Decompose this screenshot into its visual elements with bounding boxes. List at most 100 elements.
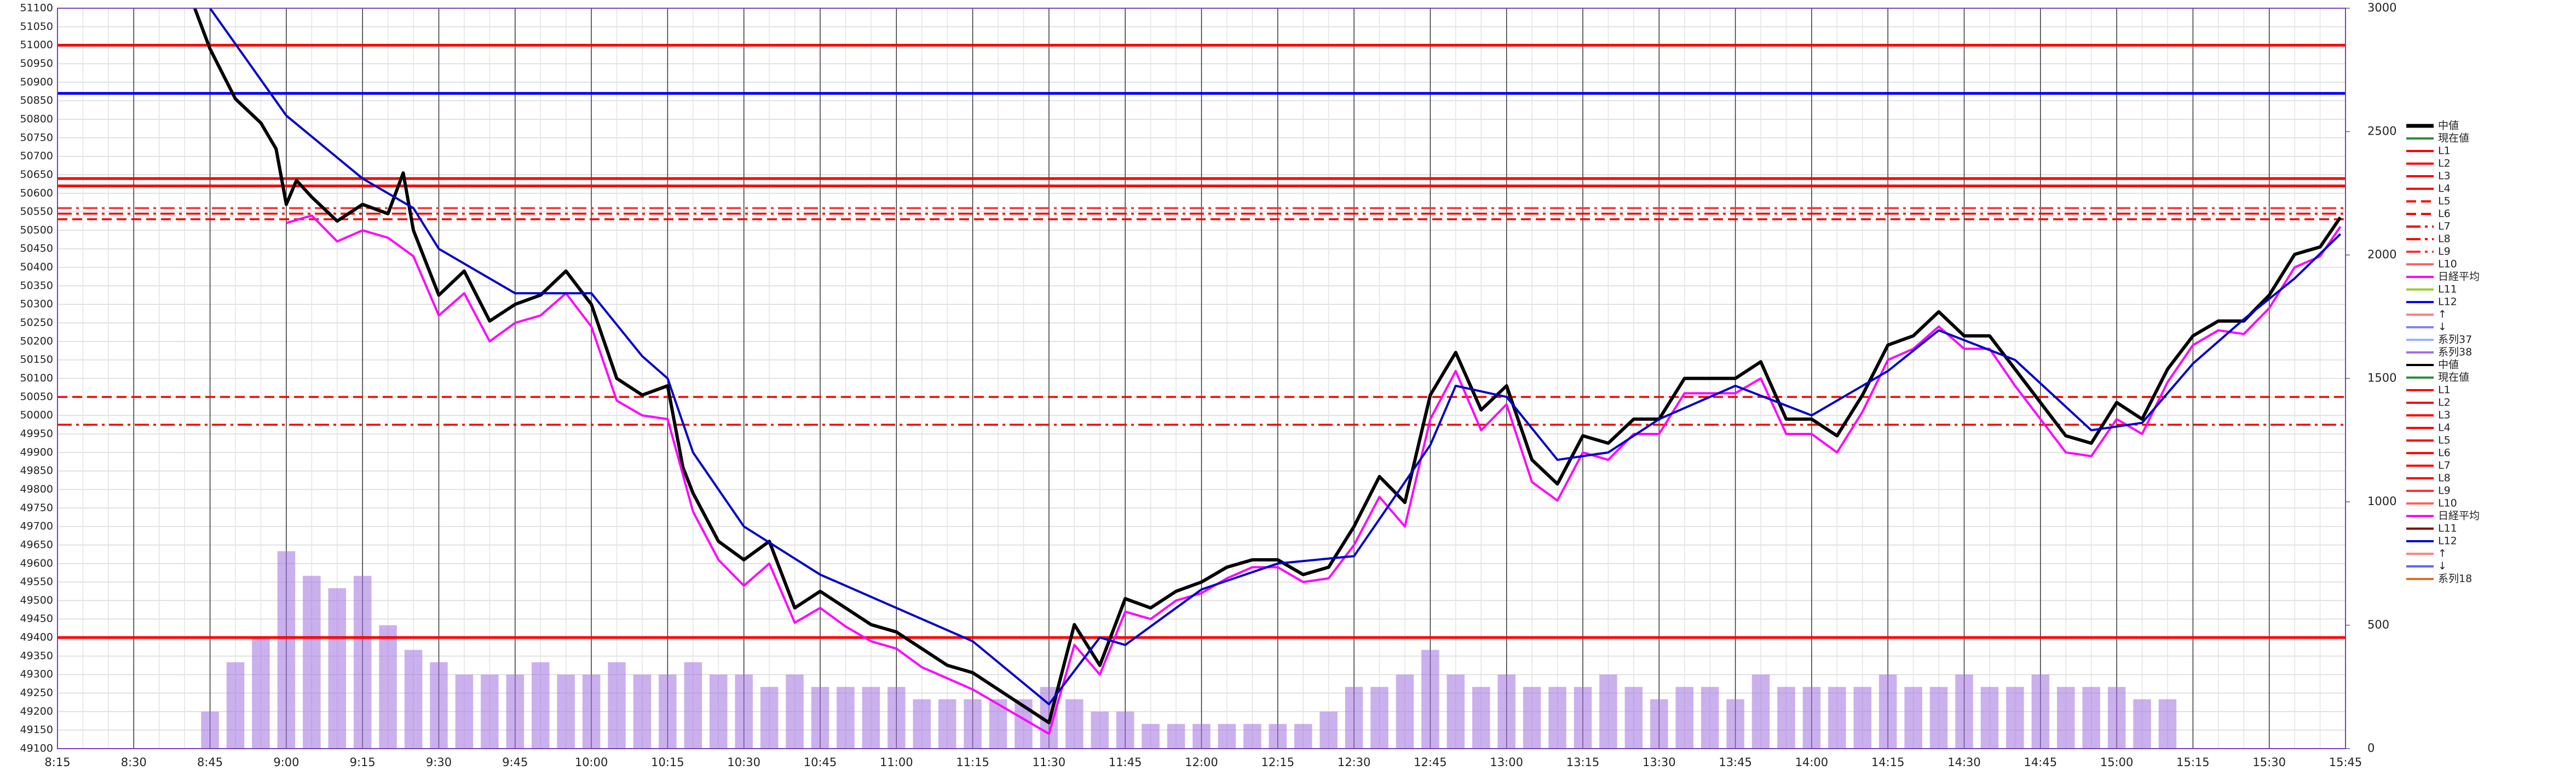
legend-label: L11 — [2438, 283, 2457, 296]
x-tick-label: 8:45 — [197, 756, 223, 769]
y2-tick-label: 500 — [2367, 618, 2389, 632]
volume-bar — [633, 674, 652, 749]
legend-label: ↓ — [2438, 560, 2447, 572]
series-line — [209, 7, 2342, 705]
volume-bar — [913, 699, 931, 749]
volume-bar — [2082, 687, 2100, 749]
volume-bar — [226, 662, 245, 749]
volume-bar — [1777, 687, 1795, 749]
legend-label: L2 — [2438, 397, 2451, 409]
volume-bar — [1269, 723, 1287, 749]
volume-bar — [1878, 674, 1897, 749]
volume-bar — [1243, 723, 1261, 749]
y-tick-label: 50400 — [20, 261, 53, 273]
volume-bar — [531, 662, 550, 749]
volume-bar — [2056, 687, 2075, 749]
volume-bar — [1701, 687, 1719, 749]
volume-bar — [1065, 699, 1084, 749]
volume-bar — [837, 687, 855, 749]
x-tick-label: 11:00 — [880, 756, 913, 769]
legend-label: L4 — [2438, 422, 2451, 434]
legend-label: 中値 — [2438, 359, 2459, 371]
volume-bar — [1574, 687, 1592, 749]
x-tick-label: 9:30 — [426, 756, 452, 769]
volume-bar — [1421, 650, 1439, 749]
legend: 中値現在値L1L2L3L4L5L6L7L8L9L10日経平均L11L12↑↓系列… — [2406, 120, 2480, 585]
volume-bar — [252, 638, 270, 749]
legend-label: L11 — [2438, 523, 2457, 535]
y-tick-label: 50650 — [20, 169, 53, 181]
y-tick-label: 50550 — [20, 206, 53, 218]
axes: 49100 49150 49200 49250 49300 49350 49400 49450… — [20, 1, 2397, 769]
y-tick-label: 49800 — [20, 483, 53, 495]
volume-bar — [1929, 687, 1948, 749]
x-tick-label: 9:00 — [273, 756, 299, 769]
volume-bar — [1853, 687, 1872, 749]
volume-bar — [1319, 711, 1338, 749]
volume-bar — [1497, 674, 1515, 749]
legend-label: ↑ — [2438, 548, 2447, 560]
volume-bar — [1472, 687, 1490, 749]
y-tick-label: 49950 — [20, 427, 53, 439]
legend-label: ↑ — [2438, 309, 2447, 321]
x-tick-label: 13:00 — [1490, 756, 1523, 769]
legend-label: ↓ — [2438, 321, 2447, 333]
legend-label: L10 — [2438, 497, 2457, 509]
legend-label: L1 — [2438, 145, 2451, 157]
x-tick-label: 12:45 — [1414, 756, 1447, 769]
y-tick-label: 49900 — [20, 446, 53, 458]
volume-bar — [1751, 674, 1770, 749]
volume-bar — [2031, 674, 2050, 749]
x-tick-label: 15:00 — [2100, 756, 2134, 769]
marks — [57, 7, 2346, 749]
volume-bar — [1726, 699, 1744, 749]
y-tick-label: 49350 — [20, 650, 53, 662]
legend-label: 現在値 — [2438, 132, 2469, 144]
volume-bar — [2133, 699, 2151, 749]
x-tick-label: 11:45 — [1109, 756, 1142, 769]
x-tick-label: 9:45 — [502, 756, 528, 769]
x-tick-label: 10:30 — [727, 756, 760, 769]
y-tick-label: 49750 — [20, 502, 53, 514]
legend-label: 中値 — [2438, 120, 2459, 132]
plot-frame — [57, 8, 2346, 749]
volume-bar — [735, 674, 753, 749]
x-tick-label: 15:45 — [2329, 756, 2362, 769]
y-tick-label: 50900 — [20, 76, 53, 88]
y-tick-label: 50100 — [20, 372, 53, 384]
y-tick-label: 50700 — [20, 150, 53, 162]
y-tick-label: 49150 — [20, 724, 53, 736]
legend-label: L6 — [2438, 208, 2451, 220]
y2-tick-label: 2500 — [2367, 125, 2396, 138]
volume-bar — [582, 674, 601, 749]
y-tick-label: 49450 — [20, 613, 53, 625]
y2-tick-label: 3000 — [2367, 1, 2396, 14]
volume-bar — [608, 662, 626, 749]
volume-bar — [1167, 723, 1185, 749]
volume-bar — [328, 588, 347, 749]
legend-label: L8 — [2438, 472, 2451, 484]
y-tick-label: 50800 — [20, 113, 53, 125]
x-tick-label: 9:15 — [350, 756, 376, 769]
volume-bar — [506, 674, 525, 749]
x-tick-label: 15:15 — [2176, 756, 2210, 769]
legend-label: L7 — [2438, 460, 2451, 472]
volume-bar — [786, 674, 804, 749]
legend-label: L8 — [2438, 233, 2451, 245]
y-tick-label: 49250 — [20, 687, 53, 699]
y-tick-label: 50200 — [20, 335, 53, 347]
y-tick-label: 49500 — [20, 594, 53, 606]
volume-bar — [1116, 711, 1134, 749]
volume-bar — [1091, 711, 1109, 749]
y-tick-label: 49650 — [20, 538, 53, 551]
legend-label: L12 — [2438, 296, 2457, 308]
volume-bar — [277, 551, 296, 749]
volume-bar — [1396, 674, 1414, 749]
volume-bar — [1828, 687, 1846, 749]
volume-bar — [455, 674, 474, 749]
volume-bar — [353, 576, 372, 749]
legend-label: 現在値 — [2438, 372, 2469, 384]
volume-bar — [760, 687, 779, 749]
volume-bar — [1447, 674, 1465, 749]
y-tick-label: 50350 — [20, 280, 53, 292]
